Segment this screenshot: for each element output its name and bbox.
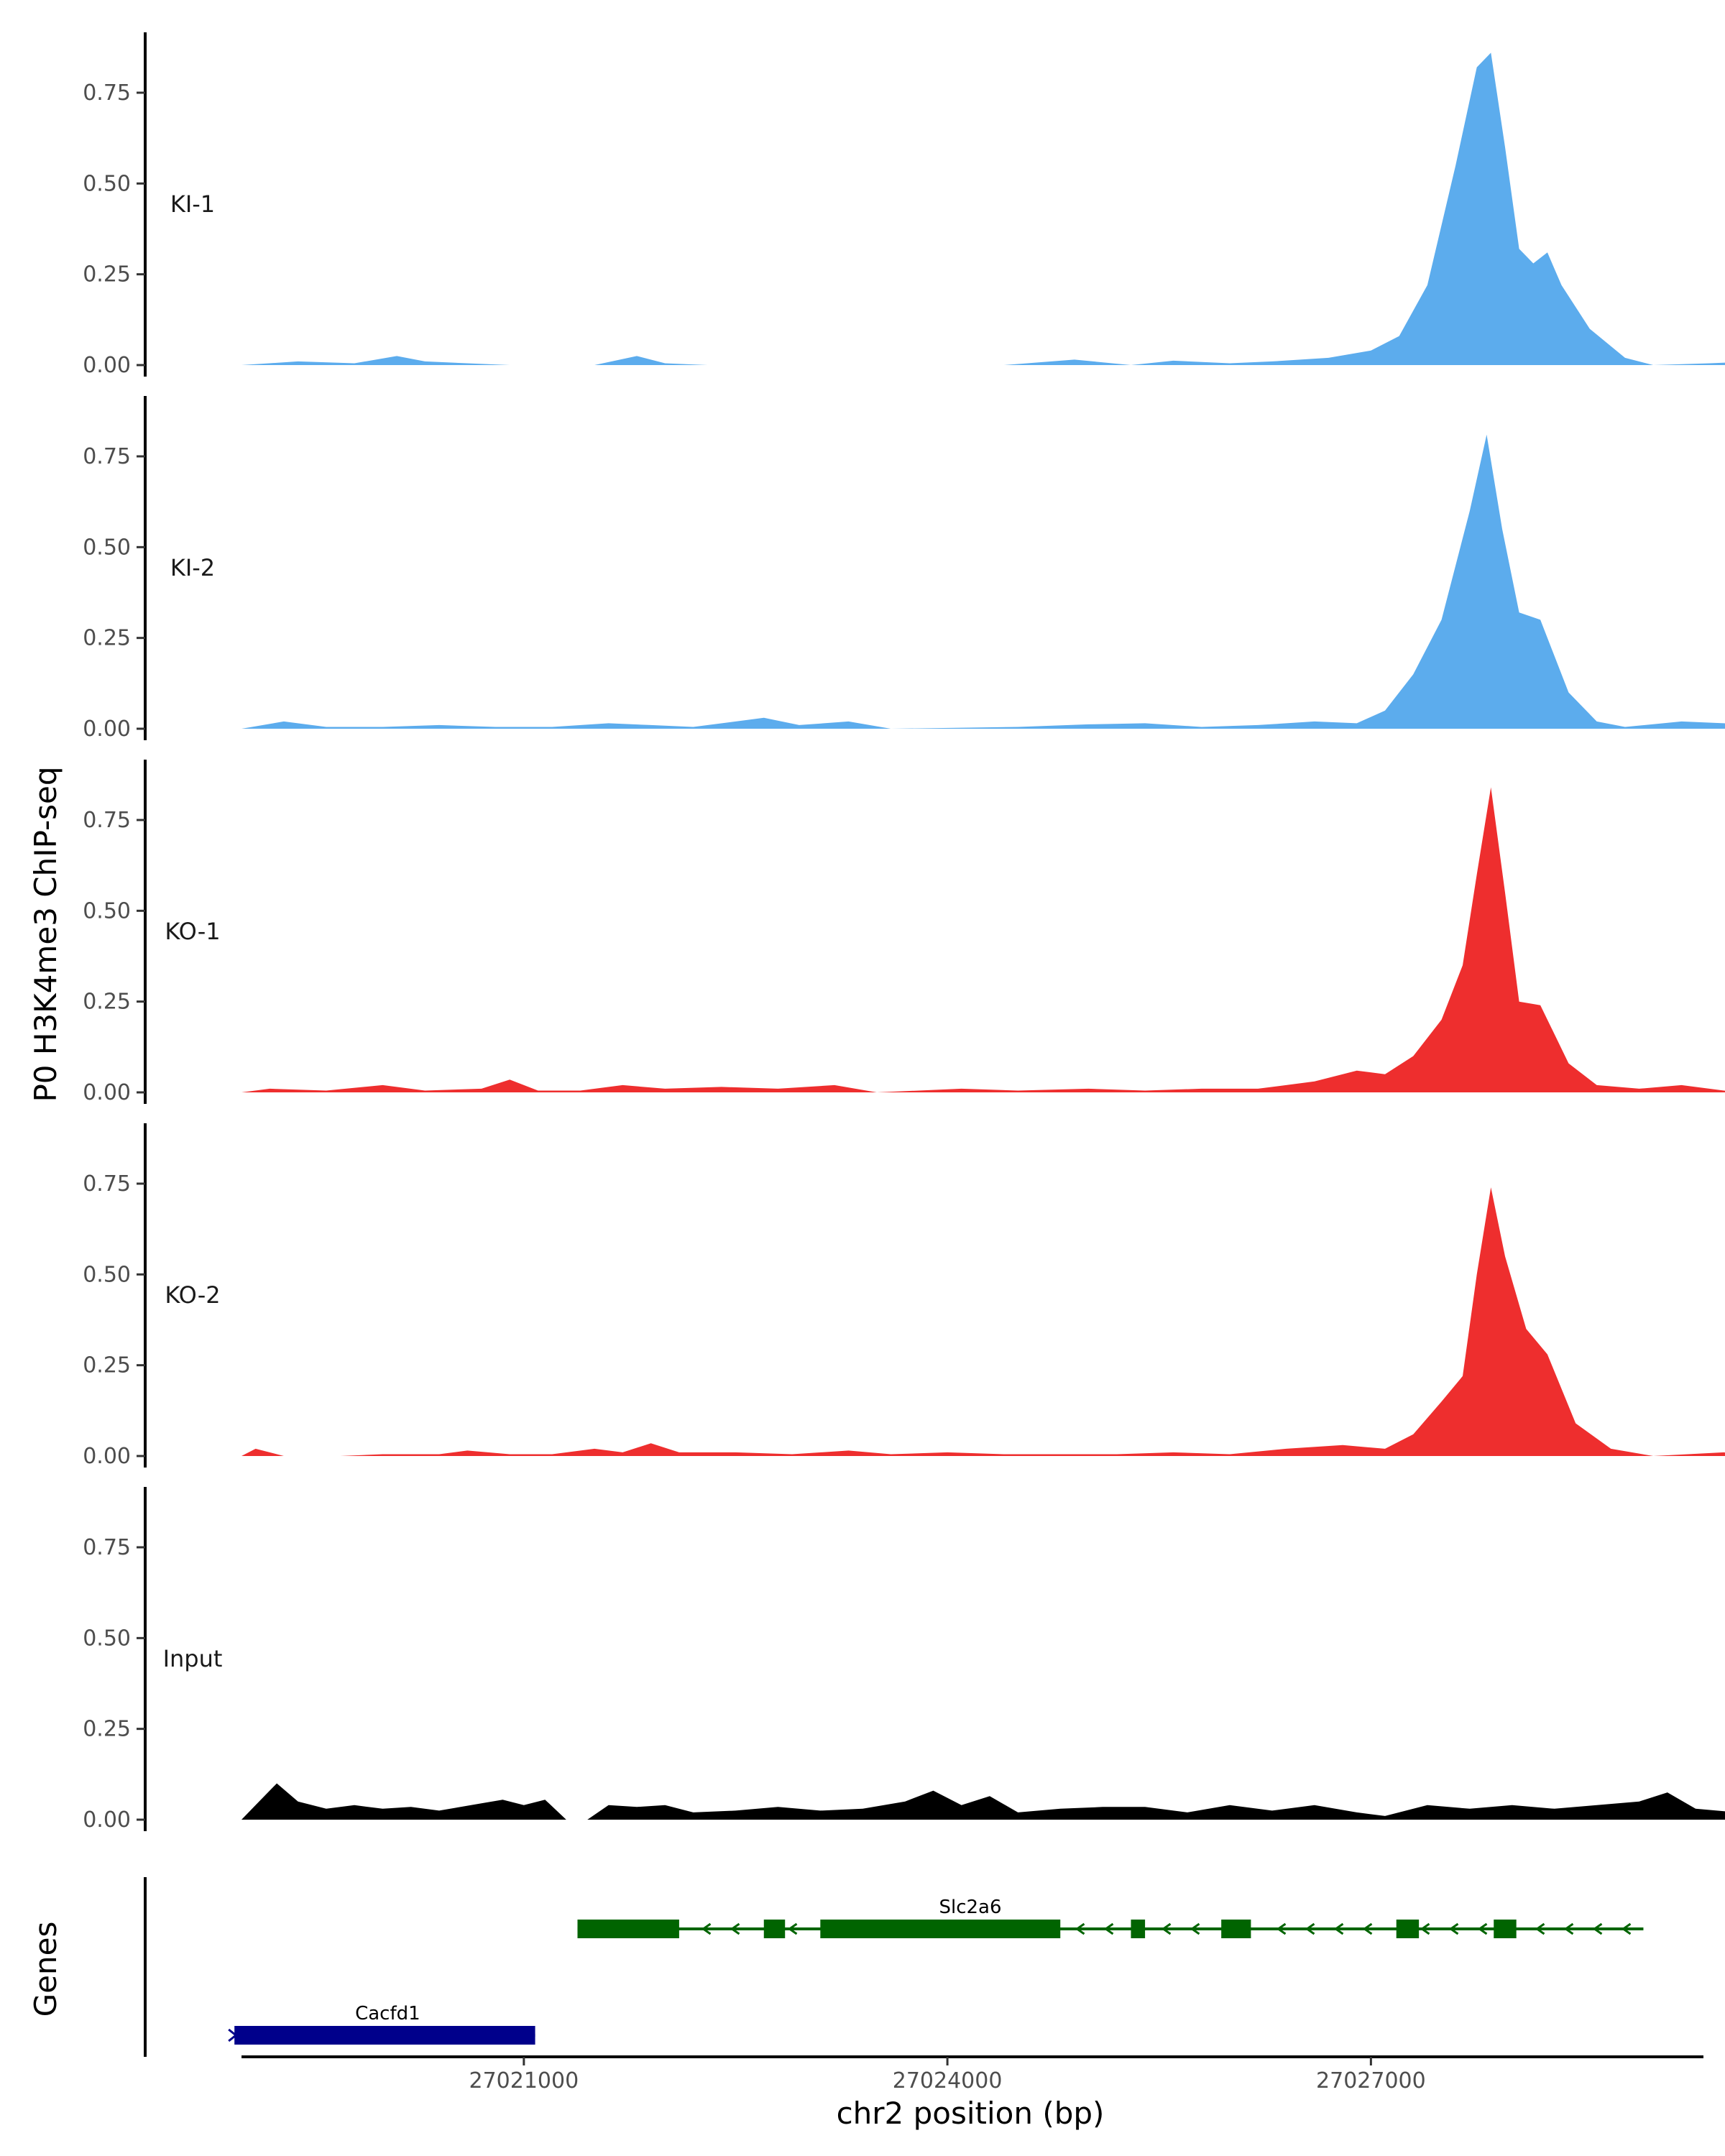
gene-exon: [234, 2026, 535, 2045]
track-label: KO-1: [165, 918, 220, 945]
strand-arrow: [787, 1922, 798, 1935]
y-tick-label: 0.50: [83, 1626, 131, 1651]
gene-exon: [820, 1920, 1061, 1938]
track-ko-2: 0.00 0.25 0.50 0.75 KO-2: [83, 1123, 1725, 1469]
genes-axis-title: Genes: [28, 1922, 63, 2017]
gene-exon: [1494, 1920, 1517, 1938]
strand-arrow: [1592, 1922, 1603, 1935]
strand-arrow: [1420, 1922, 1430, 1935]
strand-arrow: [1362, 1922, 1373, 1935]
x-axis-title: chr2 position (bp): [837, 2096, 1105, 2131]
y-tick-label: 0.75: [83, 80, 131, 106]
strand-arrow: [1103, 1922, 1114, 1935]
gene-exon: [577, 1920, 679, 1938]
coverage-area-ko-2: [242, 1187, 1725, 1456]
track-panels: 0.00 0.25 0.50 0.75 KI-1 0.00 0.25 0.50 0.75 KI-2…: [83, 32, 1725, 1833]
x-tick-label: 27021000: [469, 2068, 579, 2093]
x-axis: 27021000270240002702700027030000: [242, 2055, 1703, 2093]
strand-arrow: [1333, 1922, 1344, 1935]
y-tick-label: 0.25: [83, 990, 131, 1015]
strand-arrow: [1276, 1922, 1287, 1935]
y-tick-label: 0.50: [83, 171, 131, 196]
y-axis-title: P0 H3K4me3 ChIP-seq: [28, 766, 63, 1102]
strand-arrow: [1448, 1922, 1459, 1935]
strand-arrow: [1075, 1922, 1085, 1935]
y-tick-label: 0.50: [83, 535, 131, 560]
strand-arrow: [1535, 1922, 1545, 1935]
y-tick-label: 0.50: [83, 1262, 131, 1287]
track-ki-1: 0.00 0.25 0.50 0.75 KI-1: [83, 32, 1725, 378]
track-label: KI-1: [170, 190, 215, 218]
coverage-area-ki-2: [242, 434, 1725, 729]
x-tick-label: 27027000: [1316, 2068, 1426, 2093]
y-tick-label: 0.25: [83, 1717, 131, 1742]
gene-exon: [763, 1920, 786, 1938]
gene-cacfd1: Cacfd1: [228, 2003, 535, 2045]
track-label: Input: [163, 1645, 223, 1672]
strand-arrow: [701, 1922, 712, 1935]
strand-arrow: [1563, 1922, 1574, 1935]
y-tick-label: 0.00: [83, 353, 131, 378]
strand-arrow: [1161, 1922, 1172, 1935]
x-tick-label: 27024000: [893, 2068, 1003, 2093]
gene-exon: [1221, 1920, 1251, 1938]
strand-arrow: [1190, 1922, 1200, 1935]
coverage-area-ki-1: [242, 52, 1725, 365]
y-tick-label: 0.75: [83, 1171, 131, 1197]
y-tick-label: 0.75: [83, 1535, 131, 1560]
gene-exon: [1396, 1920, 1420, 1938]
track-label: KO-2: [165, 1281, 220, 1309]
track-input: 0.00 0.25 0.50 0.75 Input: [83, 1487, 1725, 1833]
gene-name: Cacfd1: [355, 2003, 420, 2024]
y-tick-label: 0.75: [83, 444, 131, 469]
strand-arrow: [1305, 1922, 1315, 1935]
y-tick-label: 0.75: [83, 808, 131, 833]
track-label: KI-2: [170, 554, 215, 581]
y-tick-label: 0.50: [83, 898, 131, 923]
y-tick-label: 0.00: [83, 1444, 131, 1469]
track-ki-2: 0.00 0.25 0.50 0.75 KI-2: [83, 396, 1725, 742]
y-tick-label: 0.00: [83, 1807, 131, 1833]
strand-arrow: [1477, 1922, 1488, 1935]
y-tick-label: 0.00: [83, 1080, 131, 1105]
strand-arrow: [1621, 1922, 1632, 1935]
track-ko-1: 0.00 0.25 0.50 0.75 KO-1: [83, 760, 1725, 1105]
y-tick-label: 0.25: [83, 626, 131, 651]
gene-slc2a6: Slc2a6: [577, 1897, 1644, 1938]
coverage-area-input: [242, 1783, 1725, 1820]
y-tick-label: 0.25: [83, 1353, 131, 1378]
coverage-area-ko-1: [242, 787, 1725, 1092]
gene-exon: [1131, 1920, 1146, 1938]
gene-panel: Slc2a6 Cacfd1: [144, 1877, 1644, 2057]
gene-name: Slc2a6: [939, 1897, 1001, 1918]
strand-arrow: [730, 1922, 740, 1935]
y-tick-label: 0.25: [83, 262, 131, 287]
y-tick-label: 0.00: [83, 717, 131, 742]
